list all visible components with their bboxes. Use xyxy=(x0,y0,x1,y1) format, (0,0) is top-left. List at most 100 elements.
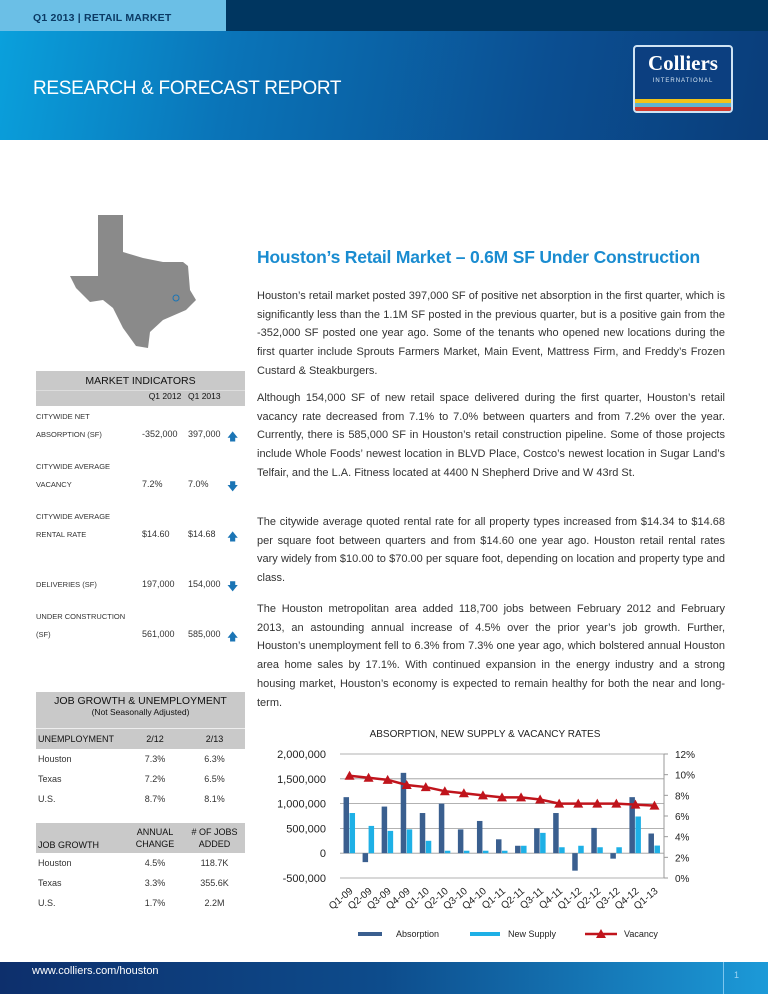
arrow-down-icon: 🡇 xyxy=(227,481,239,493)
growth-header: # OF JOBS ADDED xyxy=(191,827,238,849)
unemployment-header: 2/13 xyxy=(205,734,224,744)
vacancy-marker xyxy=(535,794,546,804)
texas-map-icon xyxy=(70,215,196,348)
unemployment-header: 2/12 xyxy=(146,734,164,744)
value-q1-2012: -352,000 xyxy=(142,429,178,439)
indicator-row: DELIVERIES (SF) 197,000 154,000 🡇 xyxy=(36,556,245,606)
new-supply-bar xyxy=(482,850,489,854)
vacancy-marker xyxy=(554,798,565,808)
value-q1-2013: 397,000 xyxy=(188,429,221,439)
new-supply-bar xyxy=(540,832,546,854)
vacancy-marker xyxy=(382,774,393,784)
job-growth-panel: JOB GROWTH & UNEMPLOYMENT (Not Seasonally… xyxy=(36,692,245,913)
absorption-bar xyxy=(610,853,616,859)
legend-vacancy-marker xyxy=(596,929,606,938)
paragraph-jobs: The Houston metropolitan area added 118,… xyxy=(257,603,725,709)
arrow-up-icon: 🡅 xyxy=(227,431,239,443)
y-tick-label: -500,000 xyxy=(283,873,326,885)
new-supply-bar xyxy=(425,840,432,854)
absorption-bar xyxy=(438,803,445,854)
legend-absorption-swatch xyxy=(358,932,382,936)
y2-tick-label: 4% xyxy=(675,833,690,844)
new-supply-bar xyxy=(463,850,470,854)
table-cell: 6.5% xyxy=(204,774,225,784)
new-supply-bar xyxy=(578,845,584,854)
growth-header: ANNUAL CHANGE xyxy=(135,827,175,849)
value-q1-2012: 561,000 xyxy=(142,629,175,639)
indicator-label: ABSORPTION (SF) xyxy=(36,430,102,439)
new-supply-bar xyxy=(654,845,660,854)
table-cell: 118.7K xyxy=(200,858,229,868)
vacancy-marker xyxy=(516,792,527,802)
absorption-bar xyxy=(381,806,388,854)
table-cell: Texas xyxy=(38,878,62,888)
growth-header: JOB GROWTH xyxy=(38,840,99,850)
vacancy-marker xyxy=(477,790,488,800)
job-growth-subtitle: (Not Seasonally Adjusted) xyxy=(91,707,190,717)
legend-absorption: Absorption xyxy=(396,929,439,939)
absorption-bar xyxy=(343,797,350,854)
job-growth-title: JOB GROWTH & UNEMPLOYMENT xyxy=(54,695,227,707)
indicator-label: UNDER CONSTRUCTION xyxy=(36,612,126,621)
footer-url[interactable]: www.colliers.com/houston xyxy=(32,965,159,977)
indicator-label: RENTAL RATE xyxy=(36,530,87,539)
absorption-bar xyxy=(629,797,635,854)
table-row: Texas 7.2% 6.5% xyxy=(36,769,245,789)
new-supply-bar xyxy=(559,847,565,854)
absorption-bar xyxy=(591,827,597,854)
absorption-bar xyxy=(496,839,502,854)
new-supply-bar xyxy=(521,845,527,854)
legend-new-supply: New Supply xyxy=(508,929,557,939)
banner: RESEARCH & FORECAST REPORT Colliers INTE… xyxy=(0,31,768,140)
indicator-row: CITYWIDE AVERAGE VACANCY 7.2% 7.0% 🡇 xyxy=(36,456,245,506)
new-supply-bar xyxy=(635,816,641,854)
table-cell: 2.2M xyxy=(204,898,225,908)
table-row: Houston 7.3% 6.3% xyxy=(36,749,245,769)
table-cell: 355.6K xyxy=(200,878,229,888)
vacancy-marker xyxy=(630,799,641,809)
col-q1-2012: Q1 2012 xyxy=(148,391,182,401)
table-cell: 1.7% xyxy=(144,898,166,908)
arrow-up-icon: 🡅 xyxy=(227,531,239,543)
market-indicators-panel: MARKET INDICATORS Q1 2012 Q1 2013 CITYWID… xyxy=(36,371,245,656)
table-cell: 3.3% xyxy=(144,878,166,888)
absorption-bar xyxy=(419,813,426,854)
top-bar: Q1 2013 | RETAIL MARKET xyxy=(0,0,768,31)
paragraph-vacancy: Although 154,000 SF of new retail space … xyxy=(257,392,725,479)
indicator-row: CITYWIDE NET ABSORPTION (SF) -352,000 397,0… xyxy=(36,406,245,456)
arrow-down-icon: 🡇 xyxy=(227,581,239,593)
absorption-bar xyxy=(534,828,540,854)
new-supply-bar xyxy=(387,830,394,854)
indicator-label: VACANCY xyxy=(36,480,72,489)
vacancy-marker xyxy=(344,770,355,780)
vacancy-marker xyxy=(439,786,450,796)
page-number: 1 xyxy=(734,970,740,980)
indicator-label: CITYWIDE AVERAGE xyxy=(36,512,111,521)
y-tick-label: 0 xyxy=(320,848,326,860)
vacancy-marker xyxy=(401,780,412,789)
col-q1-2013: Q1 2013 xyxy=(188,391,221,401)
table-cell: Texas xyxy=(38,774,62,784)
table-cell: Houston xyxy=(38,858,72,868)
new-supply-bar xyxy=(597,847,603,854)
market-indicators-title: MARKET INDICATORS xyxy=(36,371,245,391)
new-supply-bar xyxy=(368,825,375,854)
table-row: Houston 4.5% 118.7K xyxy=(36,853,245,873)
table-cell: U.S. xyxy=(38,794,56,804)
table-cell: 8.7% xyxy=(144,794,166,804)
value-q1-2012: $14.60 xyxy=(142,529,170,539)
value-q1-2013: $14.68 xyxy=(188,529,216,539)
indicator-label: (SF) xyxy=(36,630,51,639)
absorption-bar xyxy=(553,813,559,854)
vacancy-marker xyxy=(497,792,507,802)
table-cell: Houston xyxy=(38,754,72,764)
table-cell: 8.1% xyxy=(204,794,225,804)
y2-tick-label: 12% xyxy=(675,750,695,761)
vacancy-marker xyxy=(363,772,374,782)
absorption-bar xyxy=(648,833,654,854)
colliers-logo: Colliers INTERNATIONAL xyxy=(633,45,733,113)
vacancy-marker xyxy=(573,798,584,808)
unemployment-header: UNEMPLOYMENT xyxy=(38,734,115,744)
absorption-bar xyxy=(362,853,369,863)
y2-tick-label: 10% xyxy=(675,771,695,782)
